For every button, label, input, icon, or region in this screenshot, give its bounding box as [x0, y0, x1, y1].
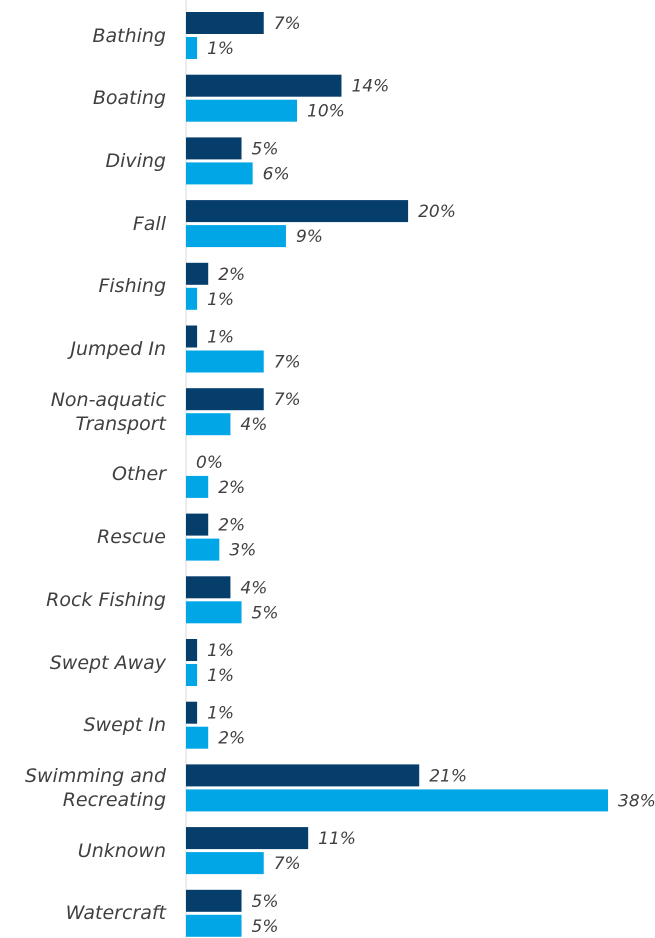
category-label: Diving: [105, 149, 166, 172]
bar: [186, 889, 242, 912]
value-label: 0%: [196, 453, 223, 473]
bar: [186, 639, 198, 661]
bar: [186, 789, 608, 812]
value-label: 20%: [418, 202, 456, 222]
category-label: Boating: [92, 87, 166, 110]
value-label: 9%: [296, 227, 323, 247]
category-label: Jumped In: [70, 338, 166, 360]
bar: [186, 726, 209, 749]
bar: [186, 538, 220, 561]
bar: [186, 99, 298, 122]
category-label: Swimming and Recreating: [24, 764, 166, 811]
bar: [186, 12, 264, 34]
category-label: Other: [112, 463, 166, 486]
bar: [186, 701, 198, 724]
bar: [186, 475, 209, 498]
value-label: 5%: [252, 892, 279, 912]
value-label: 4%: [240, 578, 267, 598]
value-label: 21%: [429, 766, 467, 786]
value-label: 1%: [207, 641, 234, 661]
bar: [186, 388, 264, 411]
bar: [186, 413, 231, 436]
value-label: 6%: [263, 164, 290, 184]
bar: [186, 914, 242, 937]
category-label: Fall: [132, 212, 166, 235]
bar: [186, 262, 209, 285]
bar: [186, 601, 242, 624]
value-label: 2%: [218, 478, 245, 498]
value-label: 1%: [207, 290, 234, 310]
value-label: 2%: [218, 265, 245, 285]
value-label: 5%: [252, 139, 279, 159]
category-label: Watercraft: [65, 902, 166, 925]
category-label: Bathing: [92, 24, 166, 47]
value-label: 38%: [618, 791, 655, 811]
value-label: 2%: [218, 516, 245, 536]
value-label: 7%: [274, 353, 301, 373]
category-label: Non-aquatic Transport: [50, 388, 166, 435]
value-label: 3%: [229, 541, 256, 561]
value-label: 11%: [318, 829, 356, 849]
category-label: Fishing: [98, 275, 166, 298]
category-label: Swept In: [83, 714, 167, 737]
bar: [186, 225, 286, 248]
bar: [186, 74, 342, 97]
bar: [186, 200, 409, 223]
bar: [186, 764, 420, 787]
category-label: Rescue: [97, 526, 166, 549]
bar: [186, 137, 242, 160]
value-label: 7%: [274, 14, 301, 34]
value-label: 1%: [207, 39, 234, 59]
category-label: Rock Fishing: [46, 588, 166, 611]
category-label: Swept Away: [49, 651, 166, 674]
bar: [186, 576, 231, 599]
bar: [186, 162, 253, 185]
bar: [186, 325, 198, 348]
bar: [186, 37, 198, 59]
value-label: 4%: [240, 415, 267, 435]
bar: [186, 827, 309, 850]
value-label: 1%: [207, 704, 234, 724]
bar: [186, 350, 264, 373]
value-label: 7%: [274, 854, 301, 874]
bar: [186, 287, 198, 310]
value-label: 10%: [307, 102, 345, 122]
value-label: 5%: [252, 603, 279, 623]
category-label: Unknown: [77, 839, 166, 862]
value-label: 1%: [207, 328, 234, 348]
value-label: 7%: [274, 390, 301, 410]
bar: [186, 664, 198, 686]
value-label: 1%: [207, 666, 234, 686]
value-label: 2%: [218, 729, 245, 749]
bar: [186, 852, 264, 875]
value-label: 14%: [351, 77, 389, 97]
bar: [186, 513, 209, 536]
value-label: 5%: [252, 917, 279, 937]
